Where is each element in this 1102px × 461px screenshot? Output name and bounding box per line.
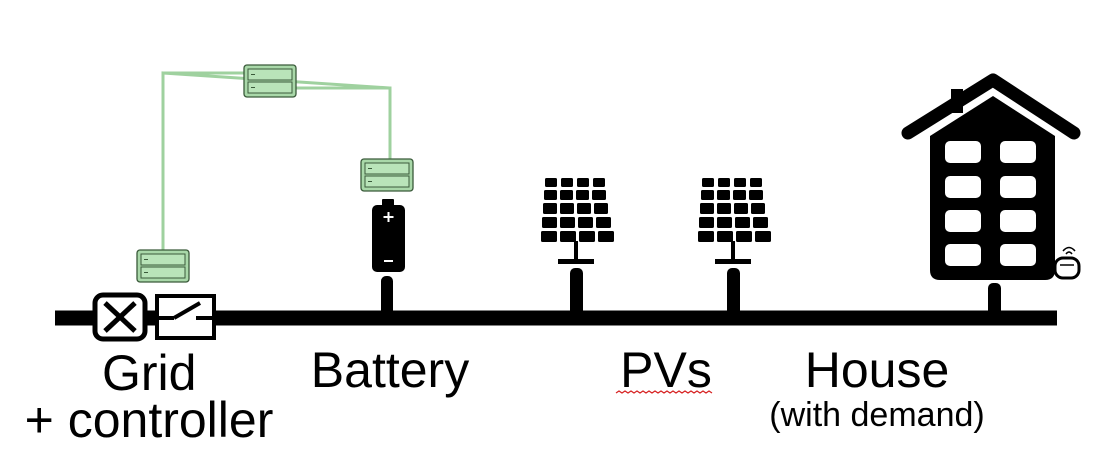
house-demand-label: (with demand) <box>769 396 985 434</box>
controller-device-icon <box>243 64 297 98</box>
controller-device-icon <box>360 158 414 192</box>
control-link-segment <box>296 86 392 160</box>
switch-icon <box>155 294 216 340</box>
solar-panel-icon <box>698 177 771 264</box>
pv2-connector <box>727 268 740 316</box>
battery-label: Battery <box>310 342 470 398</box>
spellcheck-underline <box>615 390 713 394</box>
grid-label: Grid <box>102 345 197 401</box>
battery-icon <box>372 199 405 272</box>
pv1-connector <box>570 268 583 316</box>
control-link-segment <box>161 71 244 250</box>
control-link <box>161 71 392 252</box>
pvs-label: PVs <box>620 342 712 398</box>
solar-panel-icon <box>541 177 614 264</box>
breaker-icon <box>92 292 148 342</box>
house-label: House <box>804 342 950 398</box>
controller-device-icon <box>136 249 190 283</box>
battery-connector <box>381 276 393 316</box>
house-icon <box>901 73 1081 280</box>
house-connector <box>988 283 1001 316</box>
grid-controller-label: + controller <box>24 392 274 448</box>
meter-icon <box>1053 246 1081 280</box>
